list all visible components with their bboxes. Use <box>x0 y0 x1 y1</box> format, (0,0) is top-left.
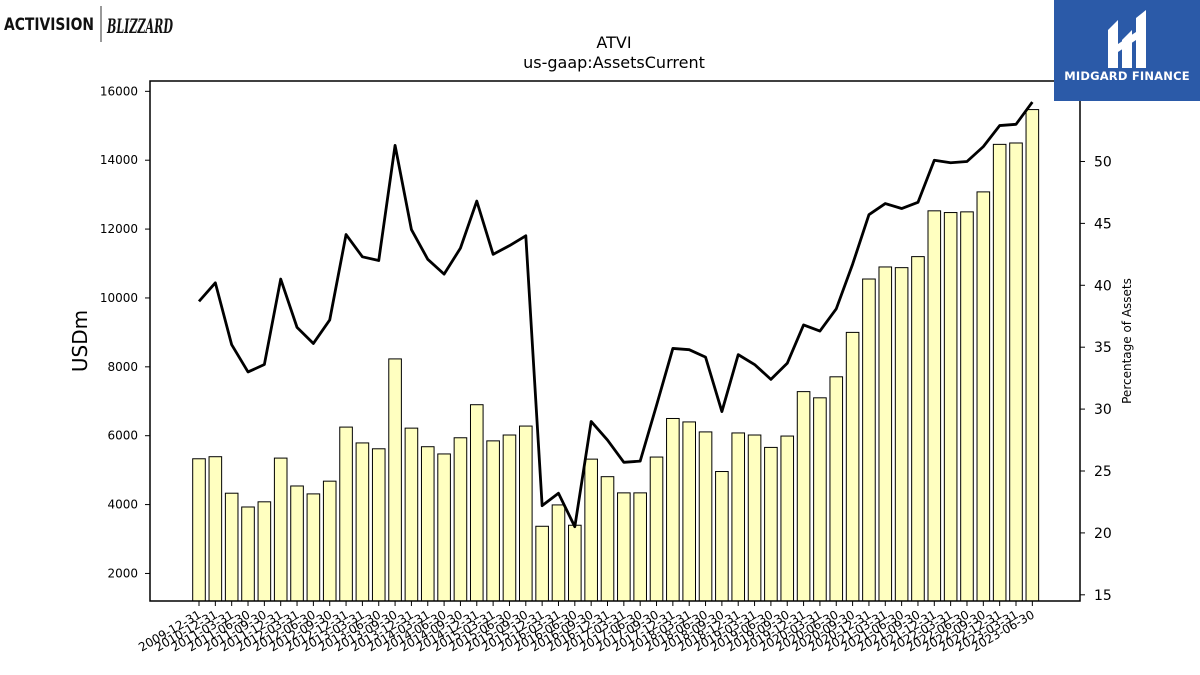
plot-frame <box>149 80 1081 602</box>
bar-2016-03-31 <box>551 504 566 602</box>
bar-2021-03-31 <box>878 266 893 602</box>
blizzard-wordmark: BLIZZARD <box>106 14 173 38</box>
bar-2015-09-30 <box>519 425 533 602</box>
y-tick-label-6000: 6000 <box>107 429 138 443</box>
bar-2015-06-30 <box>502 434 517 602</box>
bar-2019-09-30 <box>780 435 795 602</box>
bar-2011-03-31 <box>224 492 239 602</box>
y2-tick-label-20: 20 <box>1094 526 1112 542</box>
y2-tick-label-40: 40 <box>1094 278 1112 294</box>
bar-2016-12-31 <box>600 476 615 602</box>
bar-2013-09-30 <box>388 358 402 602</box>
y2-tick-label-45: 45 <box>1094 216 1112 232</box>
bar-2021-12-31 <box>927 210 942 602</box>
bar-2012-03-31 <box>290 485 304 602</box>
bar-2014-09-30 <box>453 437 468 602</box>
bar-2017-06-30 <box>633 492 647 602</box>
bar-2015-03-31 <box>486 440 500 602</box>
chart-subtitle: us-gaap:AssetsCurrent <box>523 53 705 72</box>
bar-2016-06-30 <box>568 524 582 602</box>
y2-axis-label: Percentage of Assets <box>1120 278 1134 404</box>
bar-2018-09-30 <box>715 471 729 602</box>
bar-2014-03-31 <box>420 446 435 602</box>
midgard-finance-badge: MIDGARD FINANCE <box>1054 0 1200 101</box>
y2-tick-label-50: 50 <box>1094 154 1112 170</box>
bar-2018-06-30 <box>698 431 713 602</box>
y-tick-label-12000: 12000 <box>100 222 138 236</box>
bar-2015-12-31 <box>535 525 549 602</box>
bar-2023-03-31 <box>1009 142 1023 602</box>
bar-2020-03-31 <box>813 397 827 602</box>
bar-2022-03-31 <box>943 212 958 602</box>
activision-wordmark: ACTIVISION <box>4 15 94 35</box>
bar-2017-09-30 <box>649 456 664 602</box>
y2-tick-label-15: 15 <box>1094 588 1112 604</box>
bar-2012-12-31 <box>339 426 353 602</box>
bar-2011-12-31 <box>273 457 288 602</box>
bar-2018-12-31 <box>731 432 746 602</box>
bar-2020-06-30 <box>829 376 844 602</box>
bar-2021-09-30 <box>911 256 925 602</box>
bar-2017-12-31 <box>666 417 680 602</box>
bar-2022-09-30 <box>976 191 991 602</box>
bar-2013-06-30 <box>371 448 386 602</box>
bar-2019-06-30 <box>764 446 778 602</box>
bar-2013-12-31 <box>404 427 419 602</box>
y-tick-label-10000: 10000 <box>100 291 138 305</box>
y-tick-label-4000: 4000 <box>107 498 138 512</box>
y-tick-label-8000: 8000 <box>107 360 138 374</box>
bar-2016-09-30 <box>584 458 598 602</box>
midgard-logo-icon <box>1108 10 1146 68</box>
y2-tick-label-30: 30 <box>1094 402 1112 418</box>
bar-2010-12-31 <box>208 456 223 602</box>
bar-2011-06-30 <box>241 506 255 602</box>
axes: 2000 4000 6000 8000 10000 12000 14000 16000 15 20… <box>100 80 1112 654</box>
bar-2014-06-30 <box>437 453 451 602</box>
y-tick-label-14000: 14000 <box>100 153 138 167</box>
midgard-finance-text: MIDGARD FINANCE <box>1064 69 1190 83</box>
bar-2022-12-31 <box>992 143 1007 602</box>
bar-2012-09-30 <box>322 480 337 602</box>
bar-2022-06-30 <box>960 211 974 602</box>
bar-2021-06-30 <box>894 267 909 602</box>
bar-2013-03-31 <box>355 442 370 602</box>
bar-2018-03-31 <box>682 421 697 602</box>
y-axis-label: USDm <box>68 310 92 372</box>
bar-2009-12-31 <box>192 458 206 602</box>
percentage-line <box>197 101 1034 529</box>
y-tick-label-2000: 2000 <box>107 566 138 580</box>
y2-tick-label-35: 35 <box>1094 340 1112 356</box>
bar-2019-12-31 <box>796 391 811 602</box>
y-tick-label-16000: 16000 <box>100 84 138 98</box>
bar-2017-03-31 <box>617 492 631 602</box>
chart-title: ATVI <box>596 33 631 52</box>
bar-2012-06-30 <box>306 493 321 602</box>
bar-2019-03-31 <box>747 434 762 602</box>
bar-series <box>192 109 1040 602</box>
line-series <box>197 101 1034 529</box>
bar-2020-09-30 <box>845 331 860 602</box>
bar-2020-12-31 <box>862 278 876 602</box>
bar-2014-12-31 <box>469 404 484 602</box>
bar-2011-09-30 <box>257 501 272 602</box>
y2-tick-label-25: 25 <box>1094 464 1112 480</box>
activision-blizzard-logo: ACTIVISION BLIZZARD <box>4 6 179 42</box>
bar-2023-06-30 <box>1025 109 1040 602</box>
